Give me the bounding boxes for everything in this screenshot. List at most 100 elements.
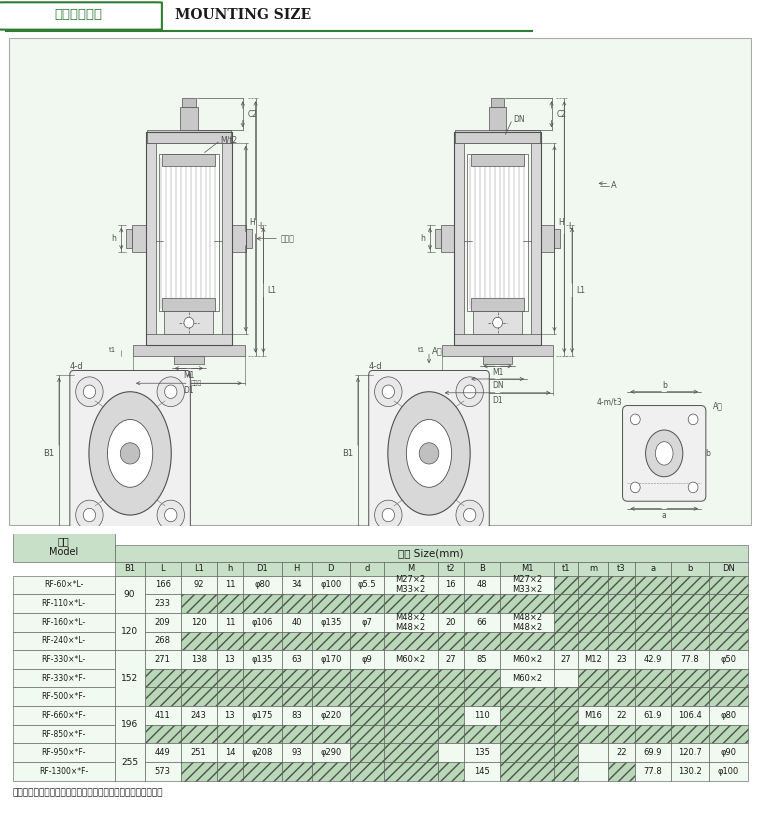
Circle shape	[630, 414, 640, 425]
Bar	[608, 613, 635, 632]
Bar	[670, 650, 709, 669]
Bar	[438, 650, 464, 669]
Text: A向: A向	[713, 401, 723, 410]
Text: φ175: φ175	[252, 711, 273, 720]
Bar	[281, 562, 312, 575]
Ellipse shape	[655, 442, 673, 465]
Bar	[464, 594, 500, 613]
Bar	[608, 669, 635, 688]
Bar	[531, 132, 540, 345]
Text: RF-1300×*F-: RF-1300×*F-	[39, 767, 88, 776]
Bar	[312, 562, 350, 575]
Text: b: b	[687, 564, 692, 573]
Text: 61.9: 61.9	[644, 711, 662, 720]
Bar	[635, 594, 670, 613]
Bar	[554, 594, 578, 613]
Bar	[163, 153, 215, 166]
Bar	[12, 706, 115, 725]
Bar	[454, 334, 540, 345]
Text: C2: C2	[248, 110, 258, 119]
Text: RF-60×*L-: RF-60×*L-	[44, 580, 84, 589]
Text: φ135: φ135	[320, 618, 341, 627]
Bar	[312, 594, 350, 613]
Circle shape	[157, 500, 185, 530]
Bar	[578, 650, 608, 669]
Bar	[455, 130, 540, 143]
Bar	[12, 531, 115, 562]
Text: 27: 27	[445, 655, 456, 664]
Bar	[483, 355, 512, 364]
Circle shape	[456, 500, 483, 530]
Bar	[181, 688, 217, 706]
Bar	[243, 632, 281, 650]
Bar	[350, 575, 384, 594]
Text: 233: 233	[154, 599, 171, 608]
Bar	[217, 706, 243, 725]
Text: 573: 573	[154, 767, 171, 776]
Bar	[635, 688, 670, 706]
Bar	[144, 706, 181, 725]
Text: M27×2
M33×2: M27×2 M33×2	[395, 575, 426, 594]
Text: φ170: φ170	[320, 655, 341, 664]
Bar	[147, 130, 231, 143]
Text: φ220: φ220	[320, 711, 341, 720]
Bar	[12, 688, 115, 706]
Circle shape	[464, 385, 476, 399]
Text: φ135: φ135	[252, 655, 273, 664]
Bar	[578, 688, 608, 706]
Bar	[144, 725, 181, 743]
Bar	[281, 669, 312, 688]
Bar	[312, 632, 350, 650]
Bar	[578, 562, 608, 575]
Bar	[12, 594, 115, 613]
Bar	[500, 706, 554, 725]
Bar	[635, 575, 670, 594]
Bar	[281, 632, 312, 650]
Text: C2: C2	[556, 110, 566, 119]
Bar	[608, 650, 635, 669]
Bar	[12, 632, 115, 650]
Ellipse shape	[107, 420, 153, 487]
Bar	[243, 594, 281, 613]
Bar	[454, 132, 540, 143]
Bar	[115, 743, 144, 781]
Text: M1: M1	[521, 564, 534, 573]
Bar	[144, 743, 181, 762]
Bar	[554, 743, 578, 762]
Bar	[608, 575, 635, 594]
Text: 209: 209	[155, 618, 170, 627]
Bar	[12, 613, 115, 632]
Text: 449: 449	[155, 748, 170, 757]
Text: B1: B1	[43, 449, 54, 458]
Text: 196: 196	[121, 720, 138, 729]
Bar	[608, 725, 635, 743]
Text: RF-660×*F-: RF-660×*F-	[41, 711, 86, 720]
Bar	[384, 706, 438, 725]
Bar	[464, 650, 500, 669]
Text: RF-160×*L-: RF-160×*L-	[42, 618, 86, 627]
Text: H: H	[559, 218, 564, 227]
Text: 90: 90	[124, 590, 135, 599]
Text: MOUNTING SIZE: MOUNTING SIZE	[175, 7, 311, 22]
Bar	[464, 706, 500, 725]
Text: RF-240×*L-: RF-240×*L-	[42, 637, 86, 645]
Bar	[243, 575, 281, 594]
Bar	[709, 706, 748, 725]
Text: 255: 255	[121, 758, 138, 767]
Text: φ7: φ7	[361, 618, 372, 627]
Bar	[454, 132, 464, 345]
Bar	[635, 632, 670, 650]
Text: 93: 93	[291, 748, 302, 757]
Text: 22: 22	[616, 711, 627, 720]
Bar	[281, 706, 312, 725]
Bar	[670, 706, 709, 725]
Bar	[670, 562, 709, 575]
Text: 120: 120	[121, 627, 138, 636]
Bar	[554, 688, 578, 706]
Text: 48: 48	[477, 580, 487, 589]
Text: h: h	[420, 234, 425, 243]
Bar	[181, 706, 217, 725]
Text: 14: 14	[225, 748, 235, 757]
Bar	[144, 632, 181, 650]
Bar	[554, 575, 578, 594]
